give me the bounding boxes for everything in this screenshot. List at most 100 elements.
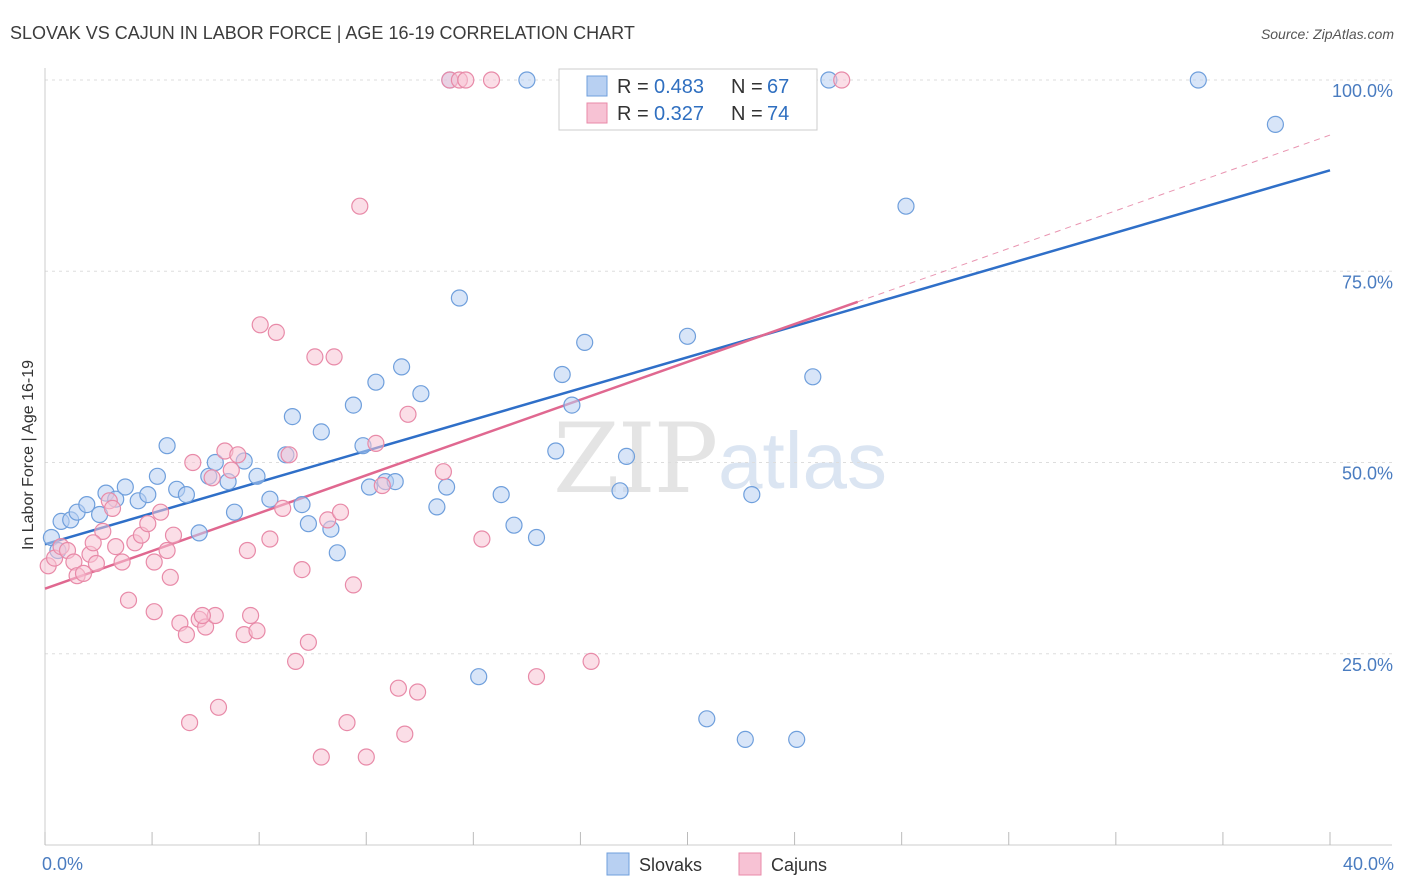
point-slovaks-61 [788,730,806,749]
legend-r-value-slovaks: 0.483 [654,76,704,98]
point-cajuns-47 [319,511,337,529]
point-cajuns-42 [287,652,305,671]
y-tick-label-75: 75.0% [1342,272,1393,292]
chart-title: SLOVAK VS CAJUN IN LABOR FORCE | AGE 16-… [10,23,635,43]
grid [45,79,1392,655]
legend-r-label-cajuns: R = [617,103,649,125]
point-cajuns-9 [94,522,112,541]
point-cajuns-23 [177,625,195,644]
point-cajuns-8 [87,554,106,573]
point-cajuns-30 [209,698,228,716]
point-slovaks-11 [139,486,157,504]
point-slovaks-64 [897,197,915,215]
point-cajuns-33 [229,446,247,464]
point-slovaks-49 [553,365,571,384]
point-slovaks-27 [299,515,317,533]
point-slovaks-59 [743,486,761,504]
point-cajuns-65 [482,71,501,89]
point-cajuns-49 [331,503,350,521]
point-cajuns-25 [184,453,202,472]
point-slovaks-47 [527,528,546,547]
point-cajuns-28 [203,469,221,487]
point-slovaks-30 [328,544,346,562]
watermark: ZIP atlas [553,403,887,515]
point-cajuns-6 [74,564,93,583]
point-slovaks-51 [576,333,594,351]
series-legend-swatch-slovaks [606,852,630,876]
point-cajuns-54 [367,434,385,452]
point-slovaks-65 [1189,71,1207,89]
point-cajuns-40 [274,499,292,517]
point-slovaks-26 [293,496,311,514]
point-slovaks-12 [148,467,166,485]
point-slovaks-9 [116,478,134,496]
point-cajuns-41 [280,446,298,464]
point-cajuns-68 [833,71,851,89]
point-cajuns-32 [222,461,240,479]
point-slovaks-20 [225,503,244,521]
watermark-atlas: atlas [718,416,887,505]
legend-r-value-cajuns: 0.327 [654,103,704,125]
y-tick-label-25: 25.0% [1342,655,1393,675]
trend-line-cajuns [44,300,859,590]
legend-n-value-cajuns: 74 [767,103,789,125]
point-cajuns-18 [152,503,170,521]
point-slovaks-34 [367,373,385,391]
point-cajuns-56 [389,679,407,697]
point-slovaks-44 [492,486,510,504]
point-cajuns-20 [161,568,179,586]
point-cajuns-19 [158,541,176,560]
point-slovaks-38 [412,385,430,403]
point-cajuns-36 [248,622,266,640]
point-cajuns-73 [238,541,256,560]
point-slovaks-50 [563,396,581,414]
trend-lines [44,134,1331,590]
series-legend: Slovaks Cajuns [606,852,827,876]
correlation-legend: R = 0.483 N = 67 R = 0.327 N = 74 [558,68,818,131]
point-cajuns-70 [103,499,122,517]
point-slovaks-66 [1266,115,1285,134]
point-slovaks-48 [547,442,565,460]
point-cajuns-64 [473,530,491,548]
point-cajuns-46 [312,748,330,766]
point-slovaks-42 [450,289,468,307]
series-legend-label-slovaks: Slovaks [639,855,702,875]
point-slovaks-5 [78,496,96,514]
point-cajuns-38 [261,530,279,548]
point-cajuns-71 [84,534,102,552]
point-cajuns-13 [119,591,138,609]
point-cajuns-60 [434,463,452,481]
series-legend-label-cajuns: Cajuns [771,855,827,875]
point-cajuns-17 [145,553,163,571]
y-tick-label-100: 100.0% [1332,81,1393,101]
point-cajuns-63 [457,71,475,89]
x-tick-label-max: 40.0% [1343,854,1394,874]
watermark-zip: ZIP [553,403,716,515]
point-cajuns-50 [338,713,356,732]
legend-n-label-cajuns: N = [731,103,763,125]
point-slovaks-15 [177,486,195,504]
point-slovaks-62 [804,368,822,386]
point-slovaks-40 [438,478,456,496]
point-slovaks-43 [470,668,488,686]
point-cajuns-12 [113,553,131,571]
point-cajuns-67 [582,652,600,671]
point-cajuns-58 [399,405,417,423]
point-cajuns-66 [527,668,546,686]
point-slovaks-28 [312,423,330,441]
point-slovaks-55 [678,327,697,345]
data-points [39,71,1285,766]
trend-line-cajuns-extension [857,134,1331,303]
y-tick-label-50: 50.0% [1342,464,1393,484]
point-cajuns-24 [181,713,199,732]
point-slovaks-25 [283,408,301,426]
point-cajuns-59 [409,683,427,701]
point-slovaks-23 [261,490,279,508]
legend-n-label-slovaks: N = [731,76,763,98]
legend-swatch-cajuns [586,102,608,124]
y-axis-title: In Labor Force | Age 16-19 [20,360,37,550]
point-cajuns-11 [107,537,125,556]
legend-n-value-slovaks: 67 [767,76,789,98]
point-cajuns-45 [306,348,324,366]
